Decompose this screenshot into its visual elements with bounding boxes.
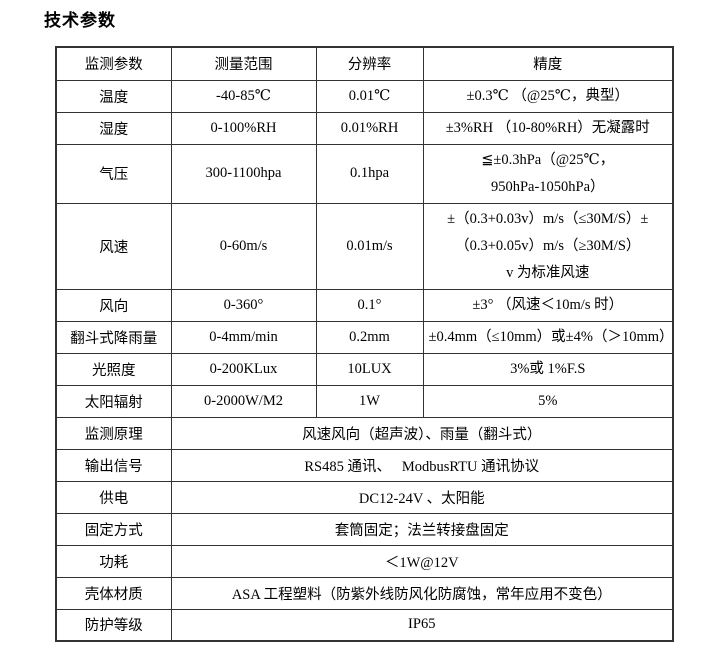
param-accuracy: ±（0.3+0.03v）m/s（≤30M/S）± （0.3+0.05v）m/s（… bbox=[422, 202, 674, 290]
param-resolution: 0.01m/s bbox=[315, 202, 424, 290]
spec-value: 风速风向（超声波）、雨量（翻斗式） bbox=[170, 416, 674, 450]
param-range: 0-360° bbox=[170, 288, 317, 322]
param-name: 风速 bbox=[55, 202, 172, 290]
param-resolution: 0.01℃ bbox=[315, 79, 424, 113]
table-row-housing-material: 壳体材质 ASA 工程塑料（防紫外线防风化防腐蚀，常年应用不变色） bbox=[55, 576, 674, 610]
accuracy-line: 950hPa-1050hPa） bbox=[490, 178, 605, 195]
table-row-humidity: 湿度 0-100%RH 0.01%RH ±3%RH （10-80%RH）无凝露时 bbox=[55, 111, 674, 145]
param-accuracy: 3%或 1%F.S bbox=[422, 352, 674, 386]
spec-value: IP65 bbox=[170, 608, 674, 642]
param-range: -40-85℃ bbox=[170, 79, 317, 113]
spec-value: DC12-24V 、太阳能 bbox=[170, 480, 674, 514]
param-range: 0-60m/s bbox=[170, 202, 317, 290]
header-measure-range: 测量范围 bbox=[170, 46, 317, 81]
param-accuracy: ±0.4mm（≤10mm）或±4%（＞10mm） bbox=[422, 320, 674, 354]
table-row-wind-direction: 风向 0-360° 0.1° ±3° （风速＜10m/s 时） bbox=[55, 288, 674, 322]
header-resolution: 分辨率 bbox=[315, 46, 424, 81]
table-row-wind-speed: 风速 0-60m/s 0.01m/s ±（0.3+0.03v）m/s（≤30M/… bbox=[55, 202, 674, 290]
accuracy-line: ±3%RH （10-80%RH）无凝露时 bbox=[445, 119, 650, 136]
table-row-rainfall: 翻斗式降雨量 0-4mm/min 0.2mm ±0.4mm（≤10mm）或±4%… bbox=[55, 320, 674, 354]
accuracy-line: ±3° （风速＜10m/s 时） bbox=[472, 296, 624, 313]
param-resolution: 1W bbox=[315, 384, 424, 418]
param-name: 翻斗式降雨量 bbox=[55, 320, 172, 354]
spec-value: RS485 通讯、 ModbusRTU 通讯协议 bbox=[170, 448, 674, 482]
accuracy-line: 5% bbox=[538, 392, 558, 409]
spec-name: 供电 bbox=[55, 480, 172, 514]
param-range: 0-4mm/min bbox=[170, 320, 317, 354]
param-accuracy: ±0.3℃ （@25℃，典型） bbox=[422, 79, 674, 113]
spec-name: 固定方式 bbox=[55, 512, 172, 546]
table-row-solar-radiation: 太阳辐射 0-2000W/M2 1W 5% bbox=[55, 384, 674, 418]
spec-name: 壳体材质 bbox=[55, 576, 172, 610]
accuracy-line: ±0.3℃ （@25℃，典型） bbox=[466, 87, 629, 104]
page-title: 技术参数 bbox=[44, 11, 116, 30]
spec-value: 套筒固定；法兰转接盘固定 bbox=[170, 512, 674, 546]
table-row-protection-rating: 防护等级 IP65 bbox=[55, 608, 674, 642]
param-resolution: 10LUX bbox=[315, 352, 424, 386]
param-range: 300-1100hpa bbox=[170, 143, 317, 204]
table-row-power-supply: 供电 DC12-24V 、太阳能 bbox=[55, 480, 674, 514]
spec-name: 监测原理 bbox=[55, 416, 172, 450]
param-resolution: 0.1° bbox=[315, 288, 424, 322]
accuracy-line: ±（0.3+0.03v）m/s（≤30M/S）± bbox=[447, 210, 649, 227]
header-monitor-param: 监测参数 bbox=[55, 46, 172, 81]
spec-value: ＜1W@12V bbox=[170, 544, 674, 578]
table-row-temperature: 温度 -40-85℃ 0.01℃ ±0.3℃ （@25℃，典型） bbox=[55, 79, 674, 113]
param-name: 太阳辐射 bbox=[55, 384, 172, 418]
param-name: 气压 bbox=[55, 143, 172, 204]
param-accuracy: 5% bbox=[422, 384, 674, 418]
param-range: 0-2000W/M2 bbox=[170, 384, 317, 418]
table-header-row: 监测参数 测量范围 分辨率 精度 bbox=[55, 46, 674, 81]
table-row-illuminance: 光照度 0-200KLux 10LUX 3%或 1%F.S bbox=[55, 352, 674, 386]
param-accuracy: ±3° （风速＜10m/s 时） bbox=[422, 288, 674, 322]
param-accuracy: ≦±0.3hPa（@25℃， 950hPa-1050hPa） bbox=[422, 143, 674, 204]
accuracy-line: ±0.4mm（≤10mm）或±4%（＞10mm） bbox=[428, 328, 673, 345]
accuracy-line: v 为标准风速 bbox=[506, 264, 590, 281]
spec-name: 功耗 bbox=[55, 544, 172, 578]
param-resolution: 0.01%RH bbox=[315, 111, 424, 145]
table-row-power-consumption: 功耗 ＜1W@12V bbox=[55, 544, 674, 578]
spec-table: 监测参数 测量范围 分辨率 精度 温度 -40-85℃ 0.01℃ ±0.3℃ … bbox=[55, 46, 674, 642]
accuracy-line: ≦±0.3hPa（@25℃， bbox=[481, 151, 615, 168]
spec-value: ASA 工程塑料（防紫外线防风化防腐蚀，常年应用不变色） bbox=[170, 576, 674, 610]
param-name: 光照度 bbox=[55, 352, 172, 386]
param-name: 风向 bbox=[55, 288, 172, 322]
param-name: 温度 bbox=[55, 79, 172, 113]
table-row-output-signal: 输出信号 RS485 通讯、 ModbusRTU 通讯协议 bbox=[55, 448, 674, 482]
param-range: 0-100%RH bbox=[170, 111, 317, 145]
param-resolution: 0.1hpa bbox=[315, 143, 424, 204]
param-name: 湿度 bbox=[55, 111, 172, 145]
table-row-monitor-principle: 监测原理 风速风向（超声波）、雨量（翻斗式） bbox=[55, 416, 674, 450]
spec-name: 防护等级 bbox=[55, 608, 172, 642]
accuracy-line: 3%或 1%F.S bbox=[510, 360, 586, 377]
param-resolution: 0.2mm bbox=[315, 320, 424, 354]
header-accuracy: 精度 bbox=[422, 46, 674, 81]
table-row-pressure: 气压 300-1100hpa 0.1hpa ≦±0.3hPa（@25℃， 950… bbox=[55, 143, 674, 204]
accuracy-line: （0.3+0.05v）m/s（≥30M/S） bbox=[455, 237, 641, 254]
param-accuracy: ±3%RH （10-80%RH）无凝露时 bbox=[422, 111, 674, 145]
spec-name: 输出信号 bbox=[55, 448, 172, 482]
param-range: 0-200KLux bbox=[170, 352, 317, 386]
table-row-mounting: 固定方式 套筒固定；法兰转接盘固定 bbox=[55, 512, 674, 546]
